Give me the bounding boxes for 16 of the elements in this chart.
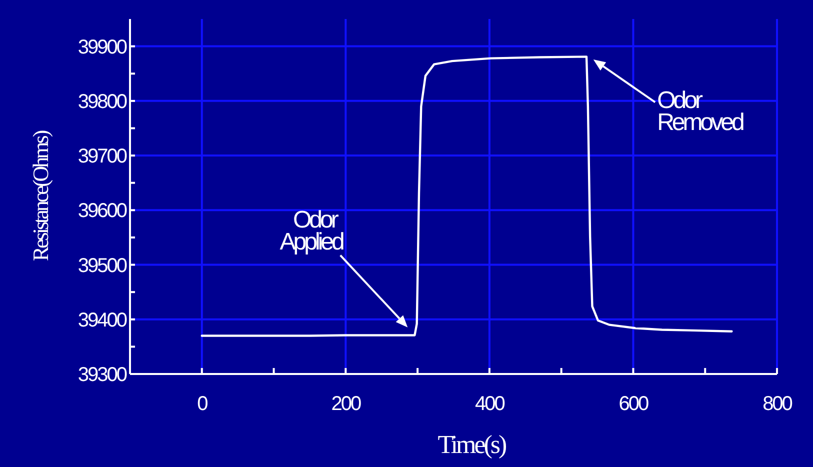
y-tick-label: 39400 xyxy=(78,309,128,332)
y-tick-label: 39900 xyxy=(78,36,128,58)
x-tick-label: 600 xyxy=(618,393,650,415)
y-tick-label: 39800 xyxy=(78,90,128,113)
annotation: Odor Applied xyxy=(280,206,344,256)
x-tick-label: 200 xyxy=(331,393,362,415)
y-tick-label: 39700 xyxy=(78,146,128,168)
x-axis-title: Time(s) xyxy=(438,430,507,459)
x-tick-label: 400 xyxy=(475,393,506,415)
y-tick-label: 39600 xyxy=(78,200,128,222)
x-tick-label: 0 xyxy=(197,393,208,415)
y-axis-title: Resistance(Ohms) xyxy=(28,130,53,262)
y-tick-label: 39500 xyxy=(78,254,128,277)
annotation: Odor Removed xyxy=(657,87,744,136)
x-tick-label: 800 xyxy=(762,393,793,415)
y-tick-label: 39300 xyxy=(78,364,128,386)
